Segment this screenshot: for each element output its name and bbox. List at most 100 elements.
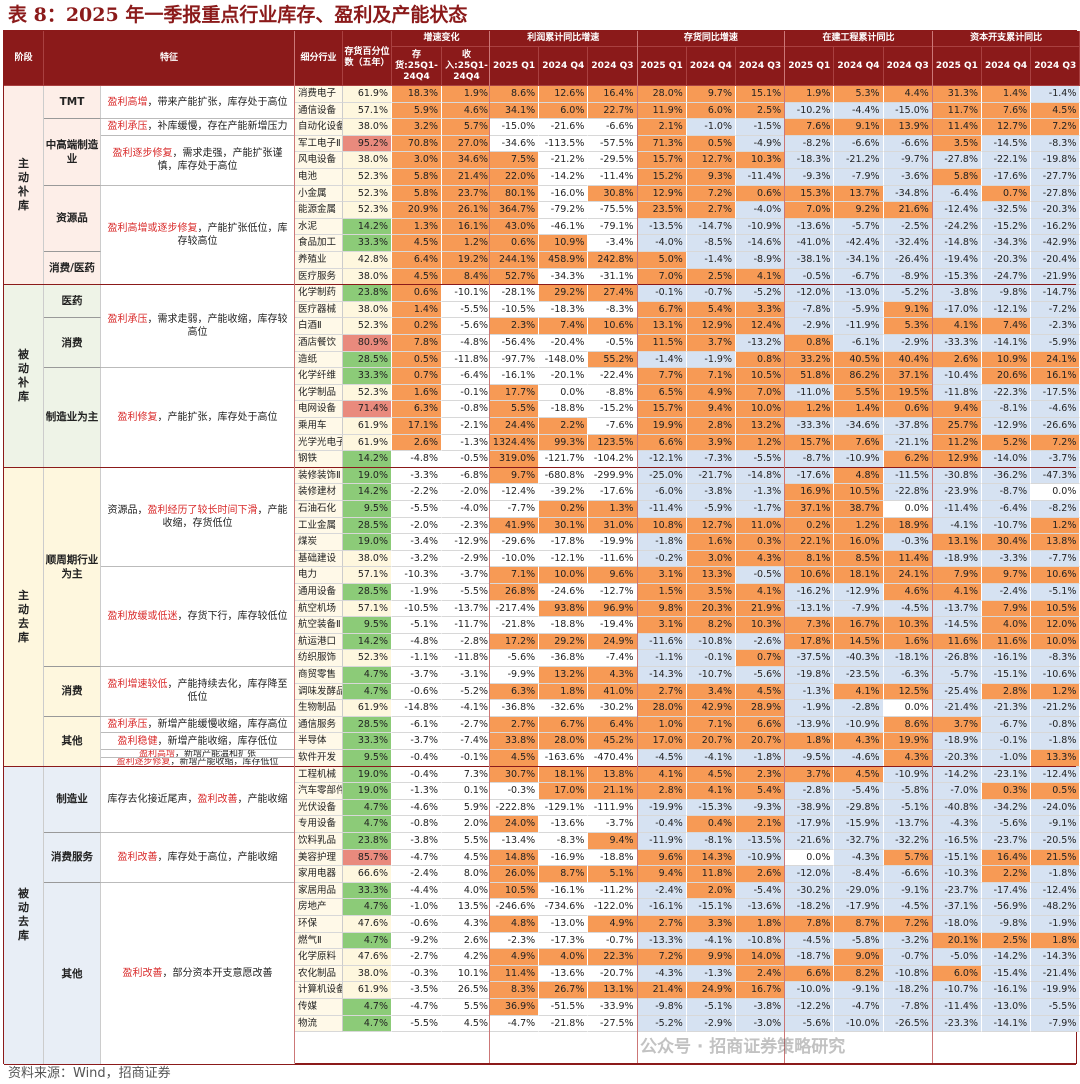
metric-cell: 16.4% xyxy=(982,849,1032,867)
inventory-percentile-cell: 80.9% xyxy=(343,335,392,352)
metric-cell: -14.3% xyxy=(637,667,687,684)
metric-cell: 20.1% xyxy=(932,932,982,950)
metric-cell: 4.5% xyxy=(1031,102,1080,120)
metric-cell: 11.4% xyxy=(490,965,540,983)
metric-cell: -3.3% xyxy=(982,550,1032,568)
change-cell: -12.9% xyxy=(442,534,492,551)
feature-text: 盈利高增或逐步修复，产能扩张低位，库存较高位 xyxy=(105,222,290,248)
metric-cell: -26.6% xyxy=(1031,418,1080,435)
metric-cell: -1.8% xyxy=(1031,866,1080,883)
change-cell: -13.7% xyxy=(442,600,492,618)
inventory-percentile-cell: 19.0% xyxy=(343,534,392,551)
change-cell: 0.7% xyxy=(392,368,442,385)
metric-cell: 27.4% xyxy=(588,285,638,302)
change-cell: -6.4% xyxy=(442,368,492,385)
stage-cell: 主动补库 xyxy=(4,86,44,286)
industry-cell: 航空装备Ⅱ xyxy=(295,617,343,634)
metric-cell: -36.8% xyxy=(539,650,589,667)
metric-cell: -6.4% xyxy=(932,185,982,203)
metric-cell: -16.2% xyxy=(785,584,835,601)
metric-cell: 3.7% xyxy=(686,335,736,352)
metric-cell: -4.4% xyxy=(834,102,884,120)
metric-cell: -36.2% xyxy=(982,467,1032,485)
metric-cell: -11.5% xyxy=(883,467,933,485)
feature-body: ，库存处于高位，产能收缩 xyxy=(157,851,278,863)
column-divider xyxy=(489,31,490,1063)
metric-cell: -30.2% xyxy=(588,700,638,717)
industry-cell: 光学光电子 xyxy=(295,434,343,452)
metric-cell: 4.4% xyxy=(883,86,933,103)
metric-cell: -11.6% xyxy=(637,633,687,651)
metric-cell: -18.9% xyxy=(932,733,982,750)
feature-body: ，需求走弱，产能收缩，库存较高位 xyxy=(147,314,288,339)
metric-cell: -16.1% xyxy=(637,899,687,916)
metric-cell: -20.3% xyxy=(932,750,982,767)
metric-cell: -4.5% xyxy=(637,750,687,767)
metric-cell: 2.6% xyxy=(932,351,982,369)
metric-cell: -6.1% xyxy=(834,335,884,352)
metric-cell: 4.8% xyxy=(490,916,540,933)
inventory-percentile-cell: 57.1% xyxy=(343,102,392,120)
metric-cell: 9.8% xyxy=(637,600,687,618)
feature-description: 盈利承压，需求走弱，产能收缩，库存较高位 xyxy=(101,285,295,369)
feature-body: ，新增产能缓慢收缩，库存高位 xyxy=(147,719,288,731)
metric-cell: 0.2% xyxy=(539,501,589,518)
metric-cell: 1.5% xyxy=(637,584,687,601)
metric-cell: -14.5% xyxy=(982,135,1032,153)
feature-text: 盈利放缓或低迷，存货下行，库存较低位 xyxy=(108,610,288,623)
metric-cell: -18.1% xyxy=(883,650,933,667)
change-cell: -0.3% xyxy=(392,965,442,983)
metric-cell: 2.0% xyxy=(686,882,736,900)
page-title: 表 8：2025 年一季报重点行业库存、盈利及产能状态 xyxy=(8,4,468,26)
feature-body: ，补库缓慢，存在产能新增压力 xyxy=(147,121,288,133)
metric-cell: 5.8% xyxy=(932,169,982,186)
metric-cell: -32.2% xyxy=(883,833,933,850)
metric-cell: 319.0% xyxy=(490,451,540,468)
metric-cell: -21.3% xyxy=(982,700,1032,717)
metric-cell: -0.7% xyxy=(686,285,736,302)
change-cell: -2.0% xyxy=(442,484,492,501)
stage-header: 阶段 xyxy=(4,31,44,86)
metric-cell: -37.8% xyxy=(883,418,933,435)
metric-cell: 4.1% xyxy=(736,268,786,286)
metric-cell: -7.8% xyxy=(883,999,933,1016)
metric-cell: -19.8% xyxy=(785,667,835,684)
metric-cell: 1.2% xyxy=(736,434,786,452)
metric-cell: 7.6% xyxy=(834,434,884,452)
metric-cell: 3.7% xyxy=(932,716,982,734)
change-cell: -2.7% xyxy=(392,949,442,966)
feature-body: ，带来产能扩张，库存处于高位 xyxy=(147,96,288,108)
metric-cell: 244.1% xyxy=(490,252,540,269)
metric-cell: 5.2% xyxy=(982,434,1032,452)
metric-cell: 4.9% xyxy=(490,949,540,966)
metric-cell: 123.5% xyxy=(588,434,638,452)
metric-cell: 9.1% xyxy=(834,119,884,136)
metric-cell: -1.3% xyxy=(736,484,786,501)
category-cell: 制造业为主 xyxy=(44,368,101,468)
metric-cell: -25.4% xyxy=(932,683,982,701)
metric-cell: -1.4% xyxy=(1031,86,1080,103)
metric-cell: -22.3% xyxy=(982,384,1032,402)
metric-cell: -15.3% xyxy=(932,268,982,286)
feature-text: 盈利改善，部分资本开支意愿改善 xyxy=(123,967,273,980)
metric-cell: 9.7% xyxy=(490,467,540,485)
metric-cell: 31.3% xyxy=(932,86,982,103)
metric-cell: 0.2% xyxy=(785,517,835,535)
metric-cell: 21.1% xyxy=(588,783,638,800)
metric-cell: 7.2% xyxy=(637,949,687,966)
metric-cell: -246.6% xyxy=(490,899,540,916)
metric-cell: 1.8% xyxy=(736,916,786,933)
metric-cell: -163.6% xyxy=(539,750,589,767)
metric-cell: -19.9% xyxy=(588,534,638,551)
inventory-percentile-cell: 52.3% xyxy=(343,384,392,402)
metric-cell: -40.8% xyxy=(932,799,982,817)
metric-cell: -14.6% xyxy=(736,235,786,252)
industry-cell: 电池 xyxy=(295,169,343,186)
inventory-period-header: 2025 Q1 xyxy=(637,47,687,86)
inventory-percentile-cell: 61.9% xyxy=(343,700,392,717)
metric-cell: 1.2% xyxy=(834,517,884,535)
change-cell: -9.2% xyxy=(392,932,442,950)
industry-cell: 汽车零部件 xyxy=(295,783,343,800)
metric-cell: -24.7% xyxy=(982,268,1032,286)
change-cell: -3.7% xyxy=(392,667,442,684)
